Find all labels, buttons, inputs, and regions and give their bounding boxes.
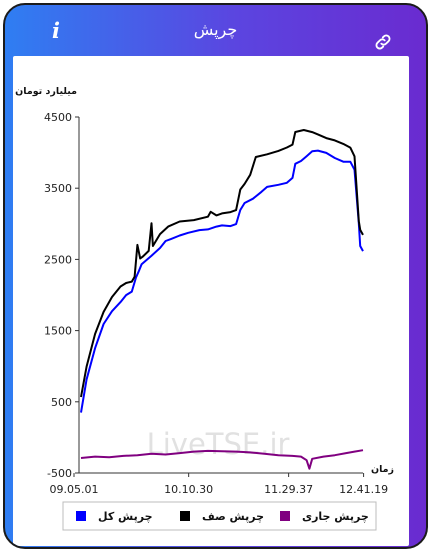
x-ticks: 09.05.01 10.10.30 11.29.37 12.41.19: [50, 473, 388, 496]
chart-panel: میلیارد تومان زمان 4500 3500 2500 1500 500 -5…: [13, 56, 409, 546]
watermark: LiveTSE.ir: [147, 427, 290, 461]
y-tick-label: 2500: [44, 253, 72, 266]
legend-label[interactable]: چرپش جاری: [302, 510, 369, 523]
y-tick-label: 3500: [44, 182, 72, 195]
legend-swatch: [280, 511, 290, 521]
y-tick-label: -500: [47, 467, 72, 480]
legend: چرپش جاری چرپش صف چرپش کل: [76, 510, 369, 523]
link-icon[interactable]: [373, 32, 393, 52]
x-axis-label: زمان: [371, 464, 394, 475]
x-tick-label: 11.29.37: [264, 483, 313, 496]
x-tick-label: 10.10.30: [164, 483, 213, 496]
legend-label[interactable]: چرپش صف: [202, 510, 264, 523]
y-ticks: 4500 3500 2500 1500 500 -500: [44, 111, 79, 480]
series-line-2: [80, 449, 364, 470]
y-tick-label: 4500: [44, 111, 72, 124]
legend-swatch: [180, 511, 190, 521]
x-tick-label: 12.41.19: [339, 483, 388, 496]
chart: میلیارد تومان زمان 4500 3500 2500 1500 500 -5…: [15, 86, 394, 531]
y-tick-label: 500: [51, 396, 72, 409]
series-line-0: [80, 149, 364, 413]
page-title: چرپش: [193, 20, 238, 39]
series-line-1: [80, 129, 364, 398]
series-lines: [80, 129, 364, 470]
app-frame: i چرپش میلیارد تومان زمان 4500 3500 2500 15…: [3, 3, 428, 549]
y-axis-label: میلیارد تومان: [15, 86, 77, 97]
legend-label[interactable]: چرپش کل: [98, 510, 153, 523]
x-tick-label: 09.05.01: [50, 483, 99, 496]
info-icon[interactable]: i: [52, 18, 60, 43]
header: i چرپش: [5, 5, 426, 57]
legend-swatch: [76, 511, 86, 521]
y-tick-label: 1500: [44, 325, 72, 338]
legend-box: [62, 501, 377, 531]
